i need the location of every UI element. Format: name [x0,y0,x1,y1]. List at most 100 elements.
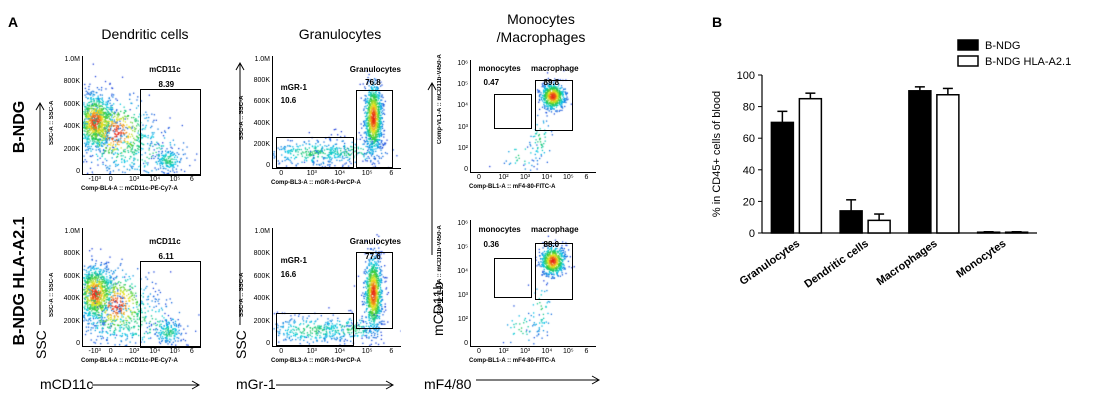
gate-percentage: 10.6 [280,96,297,106]
gate-box [356,89,393,168]
mcd11b-arrow [427,81,437,255]
gate-name: mGR-1 [280,256,307,266]
x-category-label: Dendritic cells [802,238,870,291]
y-tick-label: 10³ [457,123,468,131]
gate-percentage: 76.8 [365,78,381,88]
panel-a-label: A [8,14,19,30]
x-tick-label: 10² [498,174,509,181]
y-axis-word-ssc-2: SSC [233,330,249,359]
gate-box [493,93,532,130]
x-tick-label: 0 [279,170,284,177]
y-tick-label: 800K [253,77,270,85]
x-arrow-1 [92,380,201,390]
y-parameter-label: SSC-A :: SSC-A [49,272,55,317]
gate-box [534,80,573,132]
y-tick-label: 10³ [457,292,468,299]
row-label-bndg-hla: B-NDG HLA-A2.1 [11,216,28,346]
y-parameter-label: SSC-A :: SSC-A [239,272,245,317]
y-tick-label: 100 [737,70,755,82]
bar [936,94,960,234]
x-tick-label: 10⁵ [361,348,373,355]
flow-density-scatter [471,220,596,346]
y-tick-label: 60 [743,133,755,145]
column-title-text: Granulocytes [298,26,382,42]
x-tick-label: 0 [108,348,113,355]
gate-name: Granulocytes [349,237,401,247]
y-axis-label: % in CD45+ cells of blood [711,91,723,217]
y-parameter-label: SSC-A :: SSC-A [239,95,245,140]
bar [770,121,795,234]
x-tick-label: 6 [584,174,589,181]
y-tick-label: 600K [63,272,80,280]
x-tick-label: 0 [108,176,113,183]
flow-density-scatter [83,228,201,346]
legend-label: B-NDG [985,40,1020,52]
flow-plot: mCD11c 6.11 1.0M 800K 600K 400K 200K 0 -10³ 0 10³ 1… [49,228,201,364]
x-tick-label: 0 [477,348,481,355]
x-tick-label: 10³ [306,170,317,177]
x-tick-label: 10⁵ [169,176,181,183]
y-tick-label: 200K [253,317,270,325]
gate-name: monocytes [478,64,521,74]
x-axis-word-mgr1: mGr-1 [236,376,276,392]
y-tick-label: 800K [63,78,80,86]
x-parameter-label: Comp-BL3-A :: mGR-1-PerCP-A [271,180,361,186]
gate-box [275,312,355,346]
ssc-arrow-2 [235,61,245,325]
legend-swatch [957,55,979,67]
gate-box [356,251,393,330]
y-parameter-label: SSC-A :: SSC-A [49,100,55,145]
x-arrow-3 [476,375,601,385]
x-tick-label: 6 [189,176,194,183]
y-tick-label: 10⁴ [457,102,468,110]
y-tick-label: 10⁵ [457,244,468,251]
gate-percentage: 6.11 [158,251,174,261]
y-tick-label: 200K [63,145,80,153]
x-tick-label: 10⁵ [563,348,574,355]
flow-plot: monocytes 0.47 macrophage 89.8 10⁶ 10⁵ 10⁴ 10³ 1… [437,54,596,190]
x-axis-word-mf480: mF4/80 [424,376,472,392]
y-tick-label: 10² [457,316,468,323]
y-tick-label: 0 [749,228,755,240]
x-tick-label: 6 [189,348,194,355]
gate-name: monocytes [478,225,521,235]
bar-chart: 0 20 40 60 80 100 % in CD45+ cells of blood Gra… [711,39,1071,291]
y-tick-label: 200K [63,317,80,325]
flow-density-scatter [471,60,596,172]
column-title-dendritic: Dendritic cells [75,26,215,42]
row-label-bndg: B-NDG [11,100,28,154]
gate-name: macrophage [531,64,579,74]
y-tick-label: 1.0M [64,228,80,235]
x-tick-label: 6 [389,348,394,355]
y-tick-label: 800K [253,250,270,258]
y-tick-label: 10⁵ [457,81,468,89]
x-tick-label: 10⁵ [563,174,574,181]
x-category-label: Granulocytes [738,238,802,288]
y-tick-label: 0 [76,340,80,347]
x-axis-word-mcd11c: mCD11c [40,376,94,392]
gate-percentage: 16.6 [280,270,297,280]
gate-percentage: 0.36 [483,240,500,250]
flow-plot: mGR-1 10.6 Granulocytes 76.8 1.0M 800K 600K 400… [239,56,401,186]
x-parameter-label: Comp-BL3-A :: mGR-1-PerCP-A [271,358,361,364]
x-tick-label: 10⁵ [361,170,373,177]
y-tick-label: 400K [63,123,80,131]
x-tick-label: 6 [389,170,394,177]
x-tick-label: -10³ [88,348,101,355]
x-tick-label: 10⁴ [541,174,553,181]
y-tick-label: 1.0M [254,228,270,235]
y-tick-label: 400K [63,295,80,303]
flow-plot: mGR-1 16.6 Granulocytes 77.6 1.0M 800K 600K 400… [239,228,401,364]
x-parameter-label: Comp-BL4-A :: mCD11c-PE-Cy7-A [81,186,178,192]
y-tick-label: 10⁶ [457,60,468,67]
gate-box [139,261,201,348]
x-tick-label: 10⁴ [334,170,346,177]
x-tick-label: 6 [584,348,589,355]
x-parameter-label: Comp-BL1-A :: mF4-80-FITC-A [469,184,556,190]
flow-density-scatter [273,228,401,346]
panel-b-label: B [712,14,723,30]
y-tick-label: 1.0M [254,56,270,63]
y-tick-label: 200K [253,140,270,148]
x-tick-label: 10³ [520,174,531,181]
y-tick-label: 0 [464,340,468,347]
